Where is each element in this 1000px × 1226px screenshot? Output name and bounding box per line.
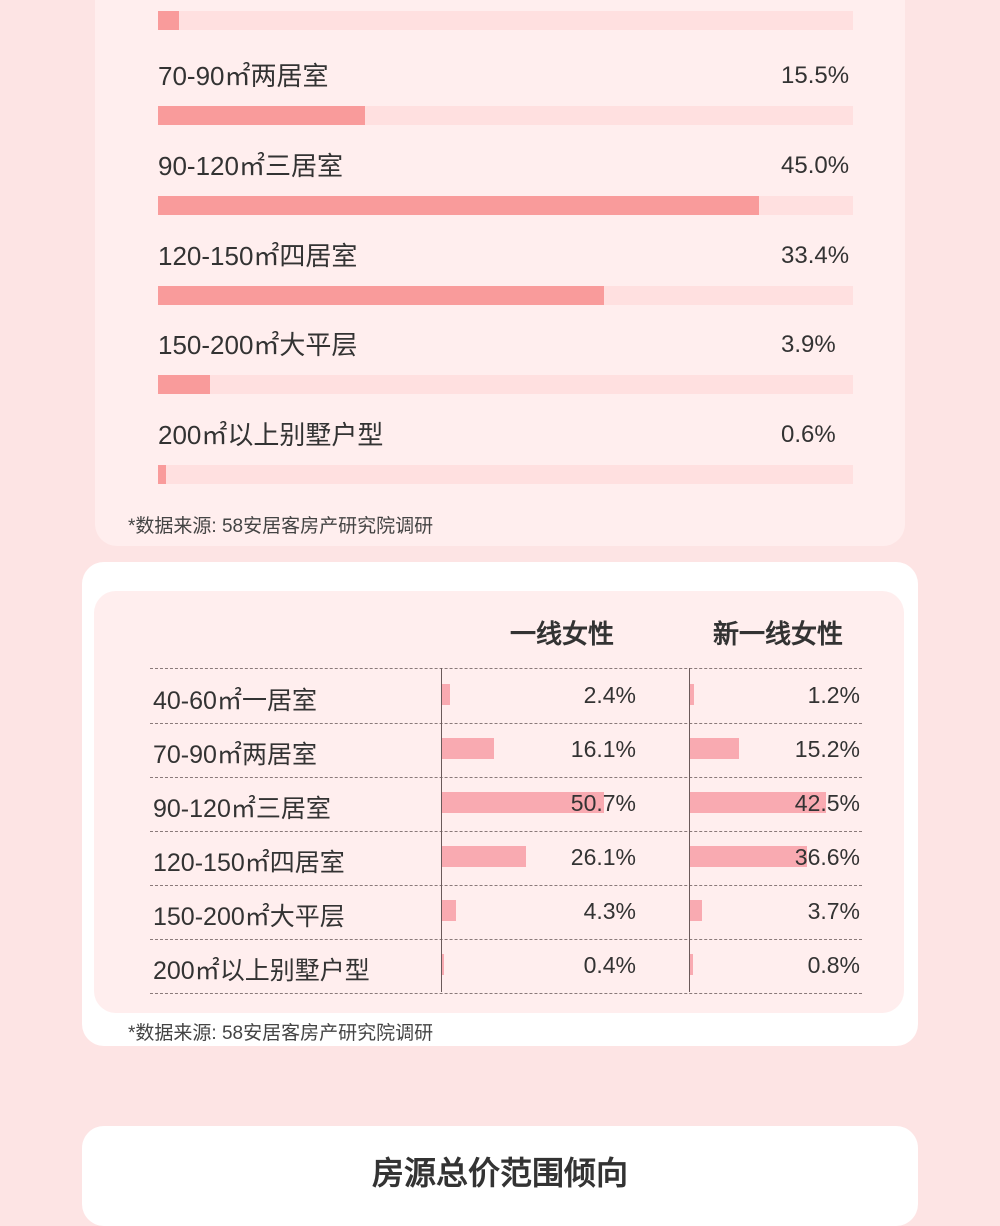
table-row: 70-90㎡两居室 16.1% 15.2% bbox=[150, 723, 862, 778]
column-divider-1 bbox=[441, 668, 442, 992]
bar-value-label: 33.4% bbox=[781, 242, 850, 269]
bar-track bbox=[158, 11, 853, 30]
bar bbox=[158, 11, 179, 30]
table-row: 90-120㎡三居室 50.7% 42.5% bbox=[150, 777, 862, 832]
bar bbox=[158, 196, 759, 215]
data-source-note-2: *数据来源: 58安居客房产研究院调研 bbox=[128, 1023, 434, 1044]
new-tier1-value: 1.2% bbox=[807, 682, 860, 708]
tier1-bar bbox=[442, 684, 450, 705]
bar-track bbox=[158, 465, 853, 484]
bar-track bbox=[158, 286, 853, 305]
bar bbox=[158, 286, 604, 305]
table-row: 200㎡以上别墅户型 0.4% 0.8% bbox=[150, 939, 862, 994]
next-section-card: 房源总价范围倾向 bbox=[82, 1126, 918, 1226]
row-category-label: 120-150㎡四居室 bbox=[153, 849, 345, 877]
tier1-bar bbox=[442, 792, 604, 813]
table-top-divider bbox=[150, 668, 862, 669]
tier1-value: 26.1% bbox=[570, 844, 636, 870]
new-tier1-value: 42.5% bbox=[794, 790, 860, 816]
table-row: 40-60㎡一居室 2.4% 1.2% bbox=[150, 669, 862, 724]
column-header-new-tier1: 新一线女性 bbox=[713, 619, 844, 649]
bar-value-label: 0.6% bbox=[781, 421, 836, 448]
row-category-label: 70-90㎡两居室 bbox=[153, 741, 317, 769]
bar bbox=[158, 106, 365, 125]
bar-category-label: 200㎡以上别墅户型 bbox=[158, 420, 384, 450]
table-row: 120-150㎡四居室 26.1% 36.6% bbox=[150, 831, 862, 886]
tier1-value: 50.7% bbox=[570, 790, 636, 816]
column-header-tier1: 一线女性 bbox=[510, 619, 615, 649]
tier1-bar bbox=[442, 900, 456, 921]
new-tier1-bar bbox=[690, 792, 826, 813]
tier1-value: 2.4% bbox=[583, 682, 636, 708]
row-category-label: 40-60㎡一居室 bbox=[153, 687, 317, 715]
bar bbox=[158, 375, 210, 394]
column-divider-2 bbox=[689, 668, 690, 992]
new-tier1-value: 36.6% bbox=[794, 844, 860, 870]
bar-category-label: 70-90㎡两居室 bbox=[158, 61, 329, 91]
new-tier1-bar bbox=[690, 846, 807, 867]
new-tier1-bar bbox=[690, 738, 739, 759]
bar-category-label: 90-120㎡三居室 bbox=[158, 151, 343, 181]
bar-track bbox=[158, 106, 853, 125]
bar-category-label: 150-200㎡大平层 bbox=[158, 330, 358, 360]
row-category-label: 90-120㎡三居室 bbox=[153, 795, 331, 823]
new-tier1-bar bbox=[690, 900, 702, 921]
row-category-label: 200㎡以上别墅户型 bbox=[153, 957, 370, 985]
tier1-value: 16.1% bbox=[570, 736, 636, 762]
table-row: 150-200㎡大平层 4.3% 3.7% bbox=[150, 885, 862, 940]
tier1-value: 0.4% bbox=[583, 952, 636, 978]
bar-track bbox=[158, 375, 853, 394]
tier1-bar bbox=[442, 954, 444, 975]
next-section-title: 房源总价范围倾向 bbox=[371, 1155, 628, 1191]
new-tier1-bar bbox=[690, 954, 693, 975]
new-tier1-bar bbox=[690, 684, 694, 705]
tier1-bar bbox=[442, 738, 494, 759]
bar-value-label: 45.0% bbox=[781, 152, 850, 179]
bar-track bbox=[158, 196, 853, 215]
new-tier1-value: 3.7% bbox=[807, 898, 860, 924]
tier1-value: 4.3% bbox=[583, 898, 636, 924]
bar bbox=[158, 465, 166, 484]
row-category-label: 150-200㎡大平层 bbox=[153, 903, 345, 931]
new-tier1-value: 0.8% bbox=[807, 952, 860, 978]
data-source-note: *数据来源: 58安居客房产研究院调研 bbox=[128, 516, 434, 537]
bar-category-label: 120-150㎡四居室 bbox=[158, 241, 358, 271]
tier1-bar bbox=[442, 846, 526, 867]
bar-value-label: 15.5% bbox=[781, 62, 850, 89]
new-tier1-value: 15.2% bbox=[794, 736, 860, 762]
bar-value-label: 3.9% bbox=[781, 331, 836, 358]
bar-chart-card bbox=[95, 0, 905, 546]
